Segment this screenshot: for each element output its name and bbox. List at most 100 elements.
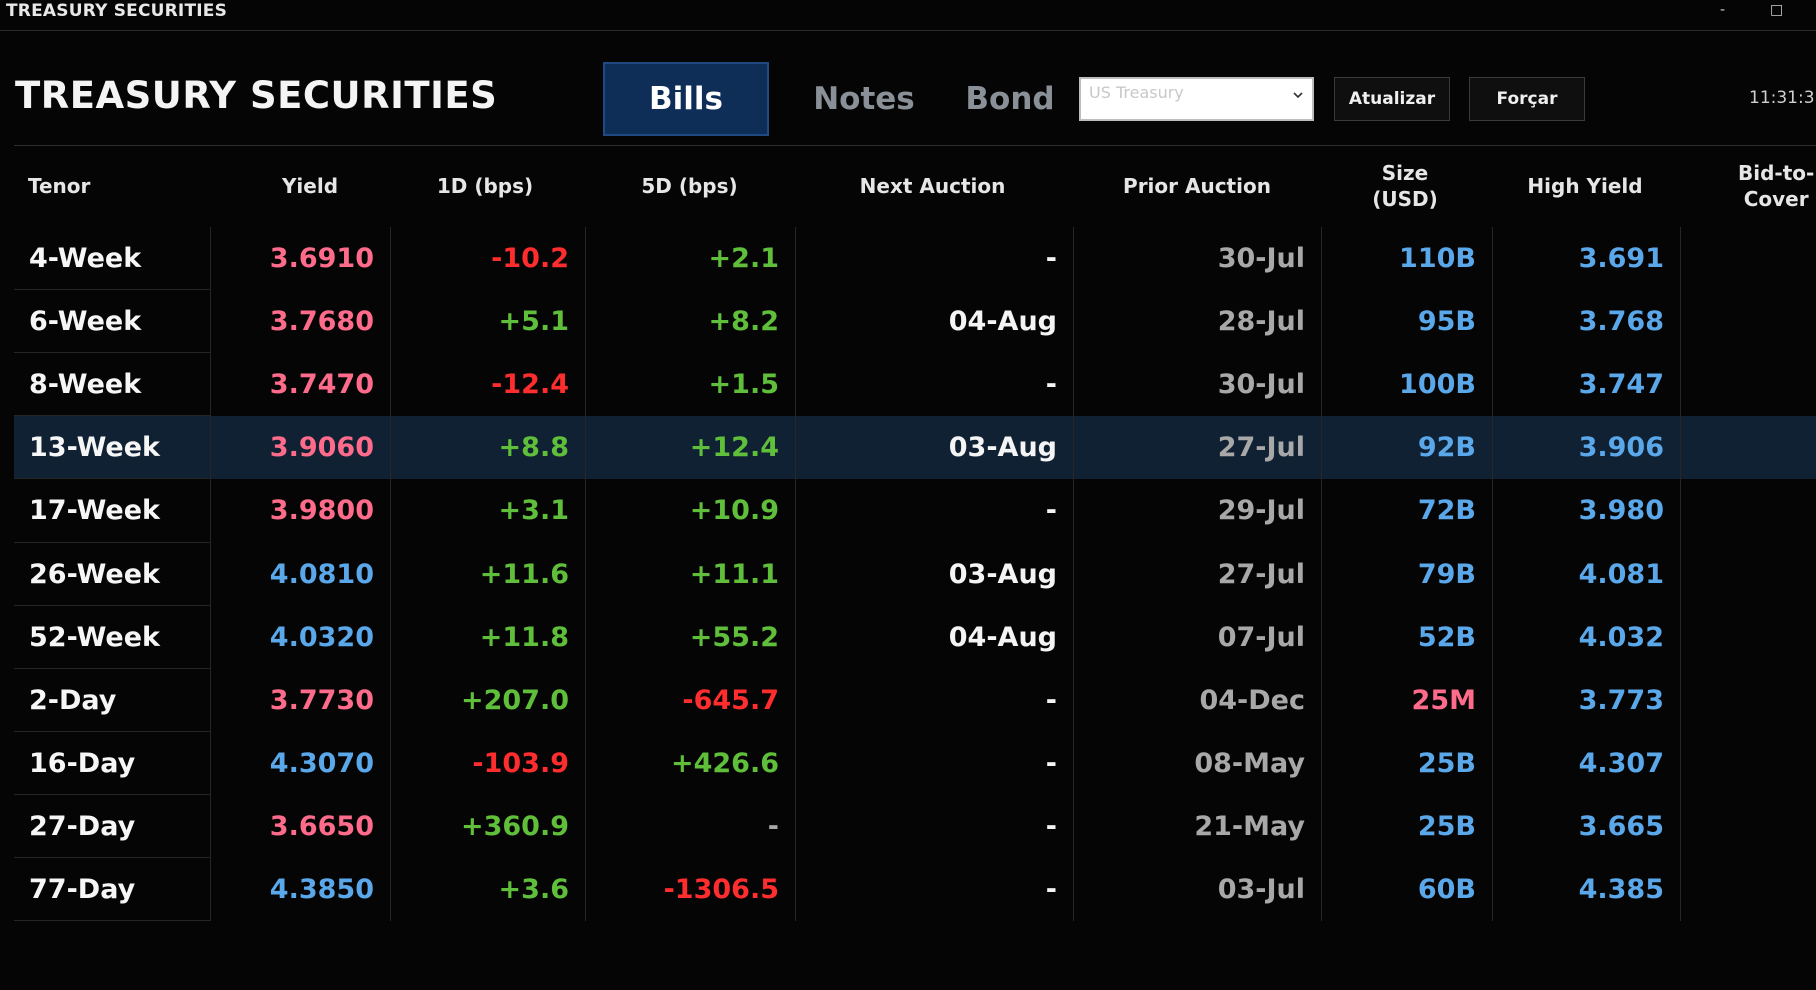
cell-tenor: 6-Week xyxy=(29,306,142,338)
force-button-label: Forçar xyxy=(1496,89,1558,109)
force-button[interactable]: Forçar xyxy=(1469,77,1585,121)
cell-yield: 4.3070 xyxy=(269,747,374,779)
window-titlebar: TREASURY SECURITIES - □ xyxy=(0,0,1816,31)
table-row[interactable]: 16-Day 4.3070 -103.9 +426.6 - 08-May 25B 4.307 xyxy=(14,732,1816,795)
cell-next-auction: 03-Aug xyxy=(948,558,1057,590)
col-bid-to-cover-label: Bid-to- Cover xyxy=(1738,161,1815,211)
cell-next-auction: - xyxy=(1045,874,1057,905)
cell-size: 25M xyxy=(1411,684,1476,716)
cell-1d: +11.6 xyxy=(479,558,569,590)
cell-prior-auction: 08-May xyxy=(1194,747,1305,779)
issuer-select[interactable]: US Treasury xyxy=(1079,77,1314,121)
cell-next-auction: - xyxy=(1045,243,1057,274)
table-row[interactable]: 52-Week 4.0320 +11.8 +55.2 04-Aug 07-Jul 52B 4.… xyxy=(14,606,1816,669)
cell-yield: 3.6910 xyxy=(269,243,374,274)
col-yield: Yield xyxy=(255,150,365,222)
table-row[interactable]: 17-Week 3.9800 +3.1 +10.9 - 29-Jul 72B 3.980 xyxy=(14,479,1816,542)
table-row[interactable]: 77-Day 4.3850 +3.6 -1306.5 - 03-Jul 60B 4.385 xyxy=(14,858,1816,921)
table-row[interactable]: 13-Week 3.9060 +8.8 +12.4 03-Aug 27-Jul 92B 3.9… xyxy=(14,416,1816,480)
clock-time: 11:31:3 xyxy=(1749,88,1815,108)
cell-tenor: 77-Day xyxy=(29,874,136,905)
cell-tenor: 17-Week xyxy=(29,495,160,527)
col-prior-auction-label: Prior Auction xyxy=(1123,174,1271,198)
col-5d-label: 5D (bps) xyxy=(641,174,738,198)
row-divider xyxy=(14,289,210,291)
column-divider xyxy=(1680,227,1681,922)
cell-size: 92B xyxy=(1417,432,1476,464)
cell-next-auction: 04-Aug xyxy=(948,306,1057,338)
cell-1d: -10.2 xyxy=(491,243,569,274)
table-row[interactable]: 2-Day 3.7730 +207.0 -645.7 - 04-Dec 25M 3.773 xyxy=(14,669,1816,732)
column-divider xyxy=(585,227,586,922)
issuer-select-value: US Treasury xyxy=(1089,83,1184,102)
maximize-icon[interactable]: □ xyxy=(1770,2,1784,18)
cell-tenor: 26-Week xyxy=(29,558,160,590)
cell-tenor: 52-Week xyxy=(29,621,160,653)
col-bid-to-cover: Bid-to- Cover xyxy=(1738,150,1816,222)
window-title: TREASURY SECURITIES xyxy=(6,1,228,21)
cell-5d: +55.2 xyxy=(689,621,779,653)
table-row[interactable]: 8-Week 3.7470 -12.4 +1.5 - 30-Jul 100B 3.747 xyxy=(14,353,1816,416)
cell-1d: +360.9 xyxy=(460,810,569,842)
cell-prior-auction: 30-Jul xyxy=(1217,369,1305,401)
row-divider xyxy=(14,541,210,543)
cell-high-yield: 4.032 xyxy=(1578,621,1664,653)
refresh-button[interactable]: Atualizar xyxy=(1334,77,1450,121)
row-divider xyxy=(14,730,210,732)
col-1d-label: 1D (bps) xyxy=(436,174,534,198)
cell-yield: 3.9060 xyxy=(269,432,374,464)
cell-size: 95B xyxy=(1417,306,1476,338)
cell-next-auction: - xyxy=(1045,747,1057,779)
tab-bond-label: Bond xyxy=(965,81,1055,117)
table-row[interactable]: 4-Week 3.6910 -10.2 +2.1 - 30-Jul 110B 3.691 xyxy=(14,227,1816,290)
cell-5d: +10.9 xyxy=(689,495,779,527)
table-row[interactable]: 6-Week 3.7680 +5.1 +8.2 04-Aug 28-Jul 95B 3.768 xyxy=(14,290,1816,353)
cell-high-yield: 3.747 xyxy=(1578,369,1664,401)
cell-size: 72B xyxy=(1417,495,1476,527)
cell-prior-auction: 27-Jul xyxy=(1217,558,1305,590)
cell-yield: 3.7470 xyxy=(269,369,374,401)
tab-notes[interactable]: Notes xyxy=(781,62,947,136)
cell-size: 25B xyxy=(1417,810,1476,842)
column-divider xyxy=(1321,227,1322,922)
col-5d: 5D (bps) xyxy=(627,150,752,222)
tab-bond[interactable]: Bond xyxy=(950,62,1070,136)
cell-yield: 4.3850 xyxy=(269,874,374,905)
cell-tenor: 8-Week xyxy=(29,369,142,401)
cell-5d: -1306.5 xyxy=(663,874,779,905)
row-divider xyxy=(14,352,210,354)
minimize-icon[interactable]: - xyxy=(1720,2,1726,18)
column-divider xyxy=(1073,227,1074,922)
col-yield-label: Yield xyxy=(281,174,339,198)
cell-tenor: 4-Week xyxy=(29,243,142,274)
column-divider xyxy=(390,227,391,922)
cell-prior-auction: 07-Jul xyxy=(1217,621,1305,653)
cell-1d: +3.1 xyxy=(498,495,569,527)
cell-yield: 3.9800 xyxy=(269,495,374,527)
col-prior-auction: Prior Auction xyxy=(1117,150,1277,222)
col-1d: 1D (bps) xyxy=(425,150,545,222)
cell-5d: - xyxy=(767,810,779,842)
table-row[interactable]: 27-Day 3.6650 +360.9 - - 21-May 25B 3.665 xyxy=(14,795,1816,858)
cell-next-auction: - xyxy=(1045,684,1057,716)
cell-size: 60B xyxy=(1417,874,1476,905)
cell-5d: +12.4 xyxy=(689,432,779,464)
column-divider xyxy=(795,227,796,922)
col-tenor-label: Tenor xyxy=(28,174,91,198)
cell-5d: +11.1 xyxy=(689,558,779,590)
cell-tenor: 27-Day xyxy=(29,810,136,842)
cell-next-auction: - xyxy=(1045,369,1057,401)
col-size: Size (USD) xyxy=(1360,150,1450,222)
col-high-yield: High Yield xyxy=(1525,150,1645,222)
cell-size: 100B xyxy=(1399,369,1476,401)
cell-5d: +1.5 xyxy=(708,369,779,401)
cell-tenor: 13-Week xyxy=(29,432,160,464)
cell-1d: +11.8 xyxy=(479,621,569,653)
cell-1d: -103.9 xyxy=(472,747,569,779)
cell-prior-auction: 27-Jul xyxy=(1217,432,1305,464)
tab-bills[interactable]: Bills xyxy=(603,62,769,136)
table-row[interactable]: 26-Week 4.0810 +11.6 +11.1 03-Aug 27-Jul 79B 4.… xyxy=(14,543,1816,606)
cell-yield: 3.7730 xyxy=(269,684,374,716)
cell-size: 110B xyxy=(1399,243,1476,274)
column-divider xyxy=(1492,227,1493,922)
